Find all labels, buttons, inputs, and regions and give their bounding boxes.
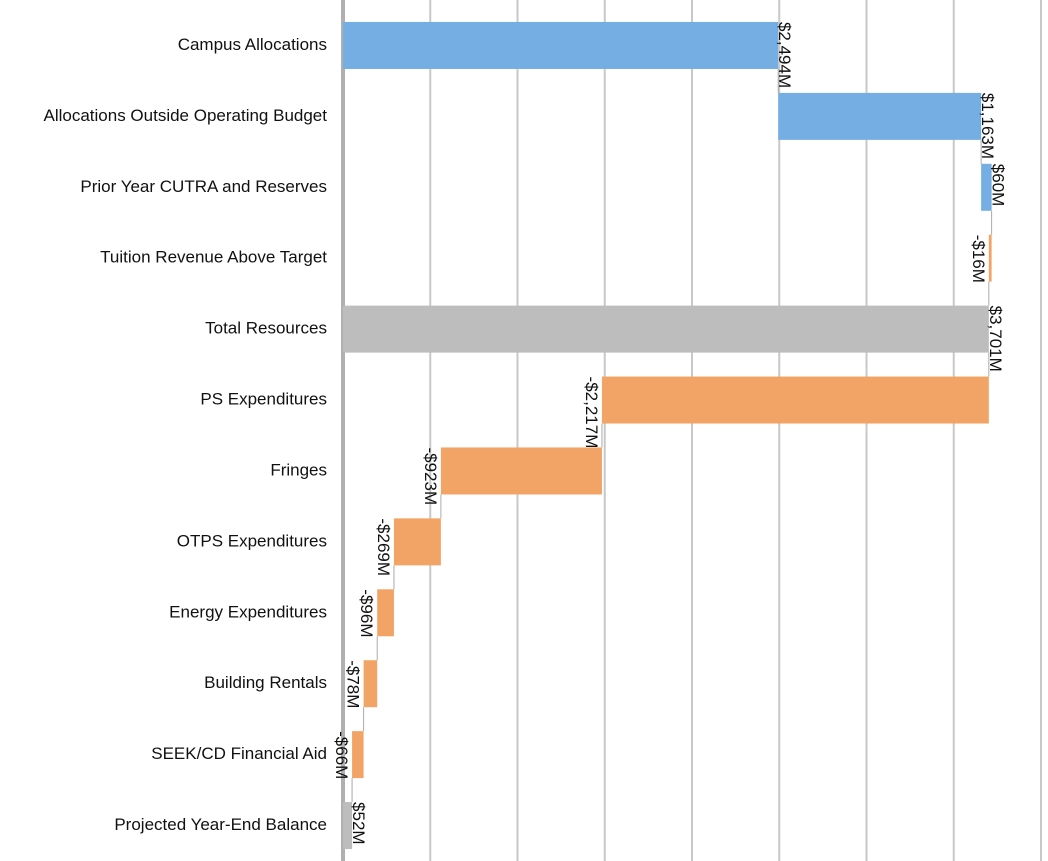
category-label: Projected Year-End Balance [114, 815, 327, 834]
category-label: PS Expenditures [200, 390, 327, 409]
value-label: -$96M [357, 589, 376, 637]
category-label: OTPS Expenditures [177, 531, 327, 550]
category-label: Total Resources [205, 319, 327, 338]
value-label: $1,163M [978, 93, 997, 159]
bar [601, 376, 989, 424]
category-label: Prior Year CUTRA and Reserves [80, 177, 327, 196]
bar [440, 447, 602, 495]
value-label: $60M [989, 164, 1008, 207]
bar [343, 802, 353, 850]
bar [988, 234, 992, 282]
bar [343, 21, 779, 69]
category-label: Building Rentals [204, 673, 327, 692]
bar [778, 92, 982, 140]
bar [343, 305, 989, 353]
category-label: Fringes [270, 460, 327, 479]
bar [981, 163, 992, 211]
value-label: -$2,217M [582, 377, 601, 449]
category-label: Energy Expenditures [169, 602, 327, 621]
bar [377, 589, 394, 637]
category-label: Allocations Outside Operating Budget [43, 106, 327, 125]
category-label: SEEK/CD Financial Aid [151, 744, 327, 763]
bar [363, 660, 378, 708]
value-label: -$78M [344, 660, 363, 708]
value-label: $52M [349, 802, 368, 845]
value-label: $3,701M [986, 306, 1005, 372]
value-label: -$66M [332, 731, 351, 779]
value-label: -$16M [969, 235, 988, 283]
value-label: -$923M [421, 447, 440, 505]
category-label: Tuition Revenue Above Target [100, 248, 327, 267]
bar [352, 731, 364, 779]
bar [393, 518, 441, 566]
category-label: Campus Allocations [178, 35, 327, 54]
value-label: $2,494M [775, 22, 794, 88]
value-label: -$269M [374, 518, 393, 576]
